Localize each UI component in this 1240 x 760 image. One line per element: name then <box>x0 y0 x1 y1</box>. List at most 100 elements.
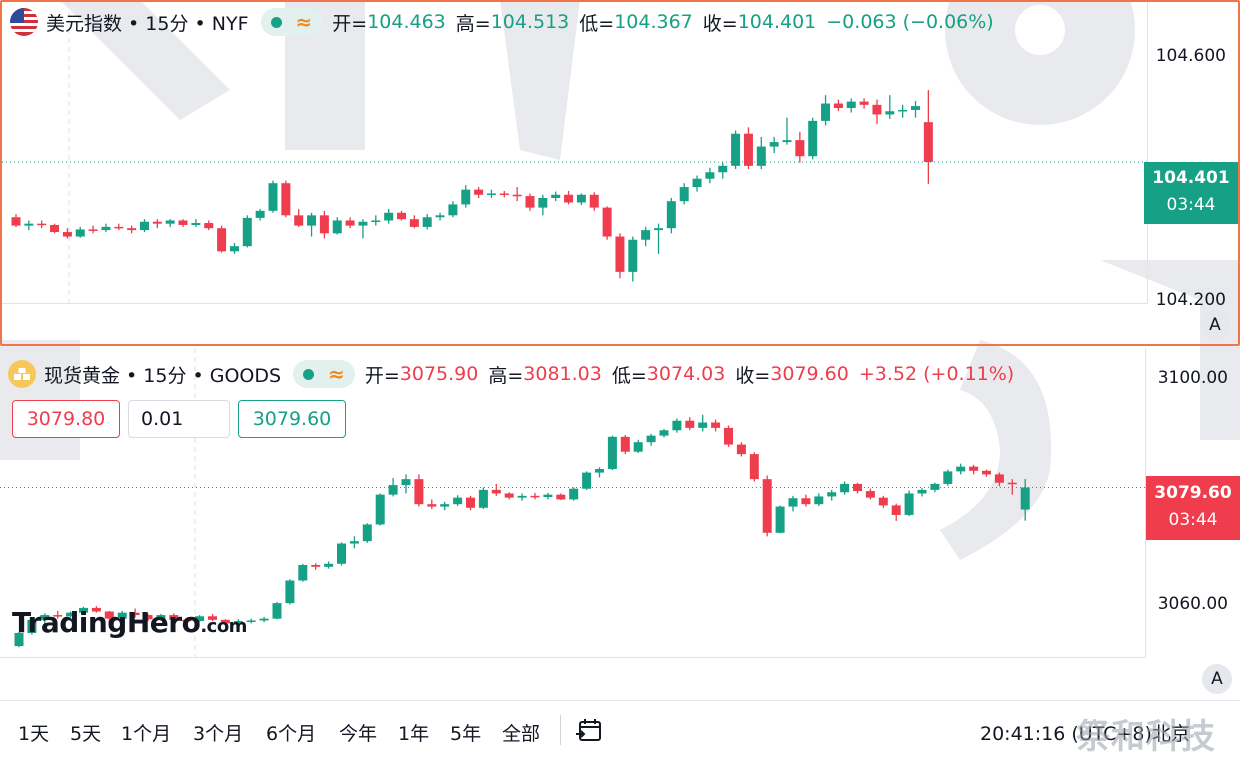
buy-button[interactable]: 3079.60 <box>238 400 346 438</box>
candle-body[interactable] <box>324 563 334 567</box>
candle-body[interactable] <box>259 618 269 621</box>
candle-body[interactable] <box>165 220 175 224</box>
candle-body[interactable] <box>461 189 471 205</box>
candle-body[interactable] <box>37 223 47 226</box>
candle-body[interactable] <box>814 496 824 505</box>
candle-body[interactable] <box>956 466 966 472</box>
candle-body[interactable] <box>801 498 811 505</box>
market-status-pill[interactable]: ≈ <box>293 360 355 388</box>
market-status-pill[interactable]: ≈ <box>260 8 323 36</box>
candle-body[interactable] <box>130 612 140 616</box>
candle-body[interactable] <box>762 479 772 533</box>
candle-body[interactable] <box>821 103 831 121</box>
candle-body[interactable] <box>943 471 953 484</box>
candle-body[interactable] <box>182 619 192 622</box>
candle-body[interactable] <box>891 505 901 515</box>
candle-body[interactable] <box>865 491 875 498</box>
candle-body[interactable] <box>27 619 37 633</box>
candle-body[interactable] <box>904 493 914 515</box>
candle-body[interactable] <box>319 215 329 234</box>
candle-body[interactable] <box>422 217 432 227</box>
candle-body[interactable] <box>743 133 753 166</box>
candle-body[interactable] <box>14 632 24 647</box>
candle-body[interactable] <box>88 229 98 231</box>
candle-body[interactable] <box>294 215 304 226</box>
candle-body[interactable] <box>255 210 265 218</box>
candle-body[interactable] <box>62 232 72 237</box>
candle-body[interactable] <box>499 193 509 195</box>
clock-timezone[interactable]: 20:41:16 (UTC+8)北京 <box>980 723 1190 745</box>
candle-body[interactable] <box>79 607 88 613</box>
candle-body[interactable] <box>595 469 604 473</box>
candle-body[interactable] <box>466 497 475 508</box>
candle-body[interactable] <box>564 194 574 203</box>
candle-body[interactable] <box>724 427 733 445</box>
range-3m[interactable]: 3个月 <box>193 723 244 745</box>
candle-body[interactable] <box>749 454 759 480</box>
candle-body[interactable] <box>11 217 21 226</box>
candle-body[interactable] <box>659 430 669 436</box>
range-1m[interactable]: 1个月 <box>121 723 172 745</box>
gold-candles-plot[interactable] <box>0 348 1146 658</box>
candle-body[interactable] <box>556 494 566 500</box>
candle-body[interactable] <box>24 223 34 226</box>
candle-body[interactable] <box>530 495 540 498</box>
candle-body[interactable] <box>307 215 317 226</box>
candle-body[interactable] <box>169 615 179 620</box>
candle-body[interactable] <box>769 142 779 147</box>
candle-body[interactable] <box>298 565 308 581</box>
candle-body[interactable] <box>885 111 895 115</box>
candle-body[interactable] <box>898 109 908 112</box>
candle-body[interactable] <box>332 220 342 234</box>
range-1y[interactable]: 1年 <box>398 723 430 745</box>
candle-body[interactable] <box>718 165 728 173</box>
candle-body[interactable] <box>853 483 862 492</box>
candle-body[interactable] <box>195 616 205 622</box>
candle-body[interactable] <box>414 479 424 505</box>
candle-body[interactable] <box>923 122 933 162</box>
candle-body[interactable] <box>362 524 372 542</box>
candle-body[interactable] <box>711 422 721 428</box>
candle-body[interactable] <box>140 221 149 231</box>
go-to-date-icon[interactable] <box>574 715 606 747</box>
candle-body[interactable] <box>388 485 398 495</box>
candle-body[interactable] <box>692 178 702 188</box>
candle-body[interactable] <box>994 474 1004 483</box>
candle-body[interactable] <box>281 183 291 216</box>
auto-scale-button[interactable]: A <box>1200 310 1230 340</box>
range-5d[interactable]: 5天 <box>70 723 102 745</box>
candle-body[interactable] <box>104 611 114 619</box>
candle-body[interactable] <box>517 495 527 498</box>
candle-body[interactable] <box>117 612 127 619</box>
candle-body[interactable] <box>775 506 785 533</box>
candle-body[interactable] <box>795 140 805 157</box>
candle-body[interactable] <box>602 207 612 237</box>
candle-body[interactable] <box>654 228 663 231</box>
candle-body[interactable] <box>685 420 695 428</box>
candle-body[interactable] <box>1007 482 1017 485</box>
candle-body[interactable] <box>143 615 153 620</box>
candle-body[interactable] <box>311 565 321 567</box>
candle-body[interactable] <box>220 619 230 624</box>
candle-body[interactable] <box>440 504 450 507</box>
candle-body[interactable] <box>930 483 940 490</box>
candle-body[interactable] <box>859 101 869 105</box>
candle-body[interactable] <box>551 194 561 198</box>
dxy-chart-pane[interactable]: 美元指数 • 15分 • NYF ≈ 开= 104.463 高= 104.513… <box>0 0 1240 346</box>
candle-body[interactable] <box>427 504 437 507</box>
candle-body[interactable] <box>872 104 882 115</box>
candle-body[interactable] <box>833 103 843 109</box>
candle-body[interactable] <box>788 498 798 507</box>
dxy-candles-plot[interactable] <box>2 2 1148 304</box>
candle-body[interactable] <box>50 224 60 233</box>
candle-body[interactable] <box>878 497 888 506</box>
candle-body[interactable] <box>582 472 592 489</box>
candle-body[interactable] <box>589 194 599 208</box>
candle-body[interactable] <box>337 543 346 564</box>
candle-body[interactable] <box>208 616 217 620</box>
candle-body[interactable] <box>401 479 411 486</box>
candle-body[interactable] <box>474 189 484 195</box>
candle-body[interactable] <box>191 223 201 225</box>
candle-body[interactable] <box>435 215 445 218</box>
range-6m[interactable]: 6个月 <box>266 723 317 745</box>
